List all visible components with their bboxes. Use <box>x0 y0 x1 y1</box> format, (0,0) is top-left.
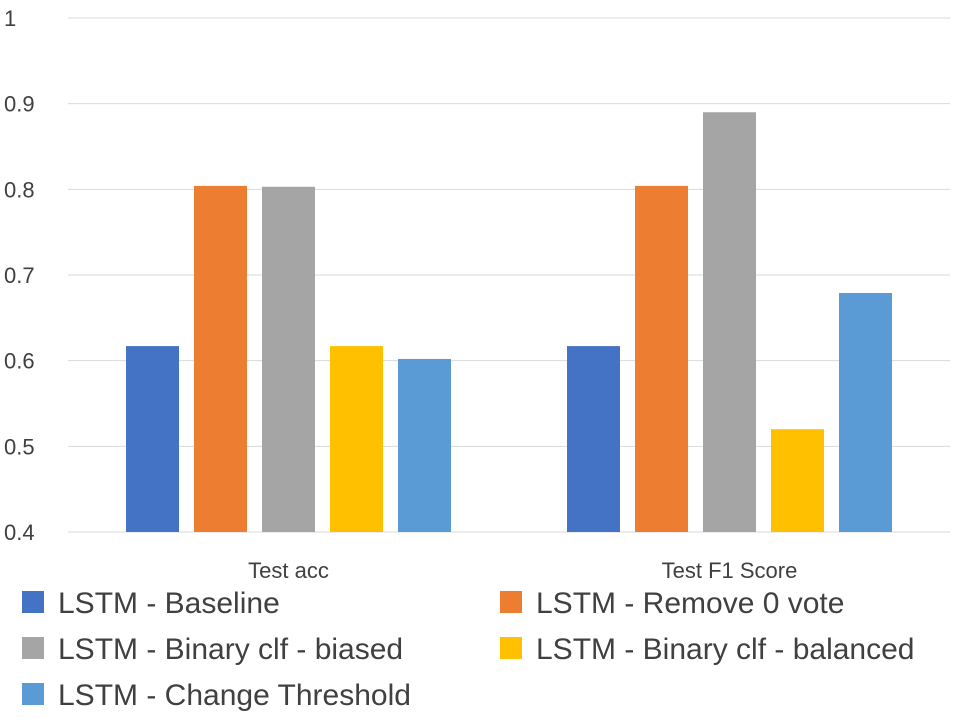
bar-lstm-binary-clf-balanced-1 <box>771 429 824 532</box>
x-category-label: Test F1 Score <box>662 558 798 583</box>
legend-label: LSTM - Remove 0 vote <box>536 587 844 620</box>
bar-lstm-remove-0-vote-1 <box>635 185 688 532</box>
y-tick-label: 0.7 <box>4 263 35 288</box>
bar-lstm-change-threshold-1 <box>839 292 892 532</box>
bar-lstm-baseline-0 <box>126 346 179 532</box>
legend-swatch <box>500 637 522 659</box>
legend: LSTM - Baseline LSTM - Remove 0 vote LSTM … <box>22 587 914 712</box>
bar-lstm-binary-clf-biased-0 <box>262 186 315 532</box>
y-tick-label: 0.8 <box>4 177 35 202</box>
y-tick-label: 0.6 <box>4 349 35 374</box>
bar-lstm-remove-0-vote-0 <box>194 185 247 532</box>
x-category-label: Test acc <box>248 558 329 583</box>
bar-lstm-binary-clf-biased-1 <box>703 112 756 532</box>
bars <box>126 112 892 532</box>
legend-swatch <box>22 591 44 613</box>
legend-swatch <box>22 637 44 659</box>
y-tick-label: 1 <box>4 6 16 31</box>
y-tick-label: 0.9 <box>4 92 35 117</box>
y-tick-label: 0.5 <box>4 434 35 459</box>
bar-lstm-binary-clf-balanced-0 <box>330 346 383 532</box>
legend-swatch <box>500 591 522 613</box>
x-axis-categories: Test acc Test F1 Score <box>248 558 797 583</box>
y-axis-ticks: 0.4 0.5 0.6 0.7 0.8 0.9 1 <box>4 6 35 545</box>
y-tick-label: 0.4 <box>4 520 35 545</box>
legend-label: LSTM - Change Threshold <box>58 679 411 712</box>
bar-lstm-baseline-1 <box>567 346 620 532</box>
legend-label: LSTM - Binary clf - biased <box>58 633 403 666</box>
bar-lstm-change-threshold-0 <box>398 358 451 532</box>
legend-label: LSTM - Baseline <box>58 587 280 620</box>
legend-swatch <box>22 683 44 705</box>
legend-label: LSTM - Binary clf - balanced <box>536 633 914 666</box>
